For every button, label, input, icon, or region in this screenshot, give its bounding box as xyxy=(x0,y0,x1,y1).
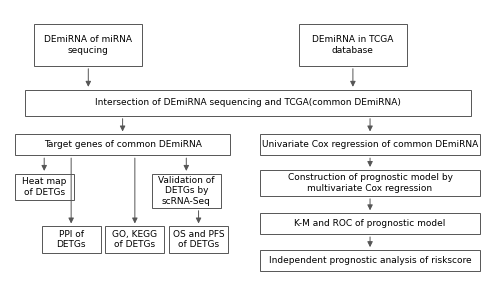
FancyBboxPatch shape xyxy=(260,134,480,155)
FancyBboxPatch shape xyxy=(24,90,470,116)
FancyBboxPatch shape xyxy=(15,134,231,155)
FancyBboxPatch shape xyxy=(260,250,480,271)
Text: PPI of
DETGs: PPI of DETGs xyxy=(56,230,86,249)
FancyBboxPatch shape xyxy=(152,174,220,208)
Text: K-M and ROC of prognostic model: K-M and ROC of prognostic model xyxy=(294,219,446,228)
Text: DEmiRNA of miRNA
sequcing: DEmiRNA of miRNA sequcing xyxy=(44,35,132,55)
Text: OS and PFS
of DETGs: OS and PFS of DETGs xyxy=(172,230,225,249)
Text: Intersection of DEmiRNA sequencing and TCGA(common DEmiRNA): Intersection of DEmiRNA sequencing and T… xyxy=(94,98,401,107)
Text: Univariate Cox regression of common DEmiRNA: Univariate Cox regression of common DEmi… xyxy=(262,140,478,149)
FancyBboxPatch shape xyxy=(34,24,142,66)
FancyBboxPatch shape xyxy=(260,213,480,234)
FancyBboxPatch shape xyxy=(169,226,228,253)
Text: DEmiRNA in TCGA
database: DEmiRNA in TCGA database xyxy=(312,35,394,55)
Text: Independent prognostic analysis of riskscore: Independent prognostic analysis of risks… xyxy=(268,256,472,265)
FancyBboxPatch shape xyxy=(42,226,100,253)
Text: Target genes of common DEmiRNA: Target genes of common DEmiRNA xyxy=(44,140,202,149)
Text: Heat map
of DETGs: Heat map of DETGs xyxy=(22,177,66,197)
Text: Validation of
DETGs by
scRNA-Seq: Validation of DETGs by scRNA-Seq xyxy=(158,176,214,206)
FancyBboxPatch shape xyxy=(15,174,74,200)
FancyBboxPatch shape xyxy=(299,24,407,66)
FancyBboxPatch shape xyxy=(106,226,164,253)
Text: Construction of prognostic model by
multivariate Cox regression: Construction of prognostic model by mult… xyxy=(288,173,452,193)
FancyBboxPatch shape xyxy=(260,170,480,196)
Text: GO, KEGG
of DETGs: GO, KEGG of DETGs xyxy=(112,230,158,249)
